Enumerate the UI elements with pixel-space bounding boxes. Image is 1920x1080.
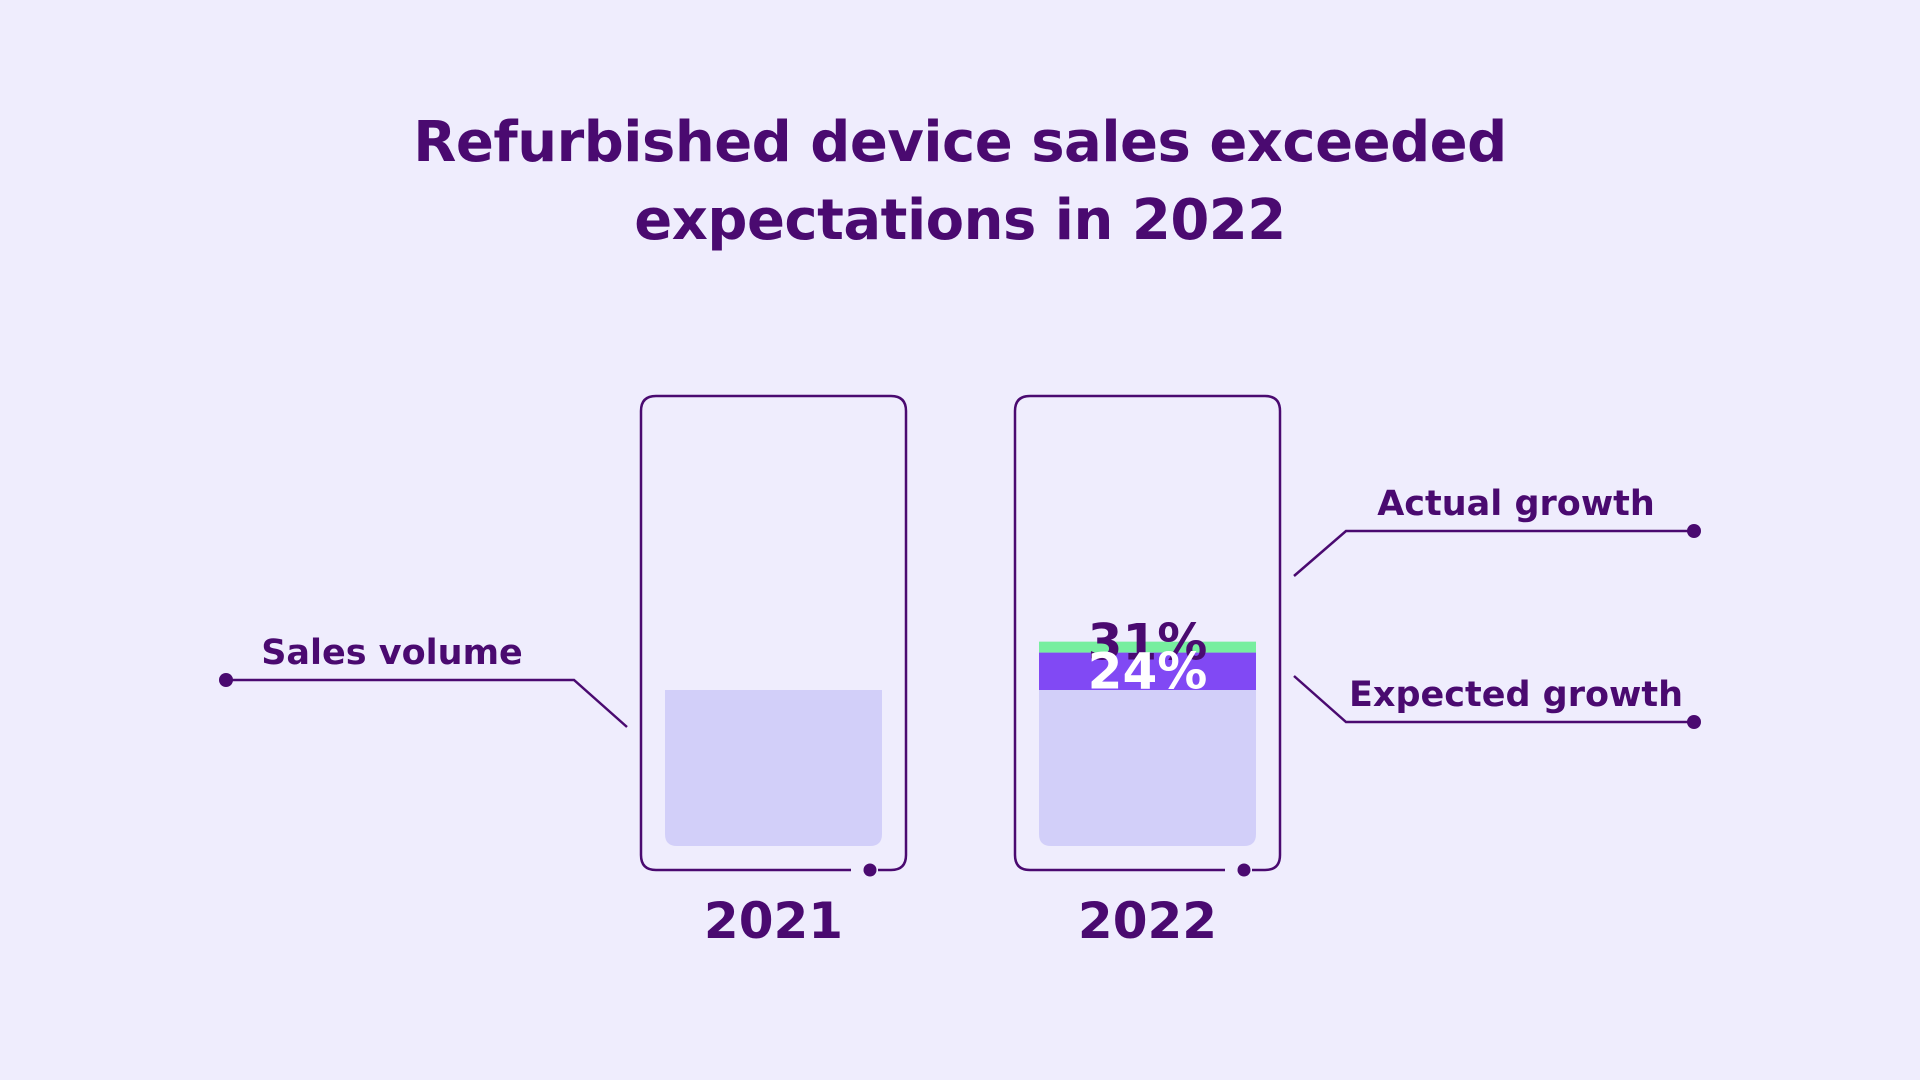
bar-2021-sales-volume [665, 690, 882, 846]
bar-2021-phone-dot [863, 863, 877, 877]
legend-dot-expected-growth [1687, 715, 1701, 729]
legend-line-expected-growth [1293, 675, 1694, 724]
bar-2022-sales-volume [1039, 690, 1256, 846]
chart-title: Refurbished device sales exceeded expect… [0, 104, 1920, 260]
chart-title-line-1: Refurbished device sales exceeded [413, 110, 1507, 175]
legend-label-actual-growth: Actual growth [1377, 484, 1655, 524]
bar-2022-expected-growth [1039, 652, 1256, 690]
chart-title-line-2: expectations in 2022 [634, 188, 1286, 253]
bar-2021-phone-outline [639, 394, 908, 872]
x-tick-label-2022: 2022 [1078, 892, 1217, 950]
legend-dot-actual-growth [1687, 524, 1701, 538]
legend-line-actual-growth [1293, 529, 1694, 577]
legend-dot-sales-volume [219, 673, 233, 687]
legend-label-expected-growth: Expected growth [1349, 675, 1683, 715]
bar-2022-actual-growth [1039, 641, 1256, 653]
legend-label-sales-volume: Sales volume [261, 633, 523, 673]
data-label-expected-growth: 24% [1088, 642, 1208, 700]
bar-2022-phone-dot [1237, 863, 1251, 877]
x-tick-label-2021: 2021 [704, 892, 843, 950]
legend-line-sales-volume [226, 678, 628, 728]
data-label-actual-growth: 31% [1088, 614, 1208, 672]
bar-2022-phone-outline [1013, 394, 1282, 872]
